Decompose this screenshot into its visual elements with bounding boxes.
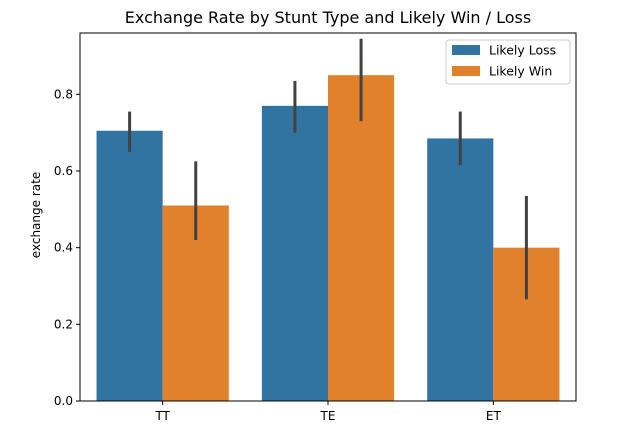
legend-label: Likely Loss	[489, 43, 556, 58]
chart-title: Exchange Rate by Stunt Type and Likely W…	[125, 8, 531, 27]
y-axis-label: exchange rate	[29, 172, 43, 258]
legend-swatch	[452, 66, 480, 76]
x-tick-label: TT	[154, 409, 170, 423]
y-axis: 0.0 0.2 0.4 0.6 0.8	[54, 87, 80, 408]
y-tick-label: 0.4	[54, 241, 73, 255]
y-tick-label: 0.8	[54, 87, 73, 101]
legend: Likely Loss Likely Win	[445, 39, 571, 85]
legend-swatch	[452, 45, 480, 55]
bar-likely-loss-tt	[96, 130, 163, 401]
bars-group	[96, 75, 560, 402]
y-tick-label: 0.0	[54, 394, 73, 408]
bar-likely-loss-et	[427, 138, 494, 401]
bar-likely-loss-te	[261, 105, 328, 401]
y-tick-label: 0.2	[54, 317, 73, 331]
errorbars-group	[128, 38, 528, 300]
x-tick-label: TE	[320, 409, 336, 423]
y-tick-label: 0.6	[54, 164, 73, 178]
legend-label: Likely Win	[489, 64, 552, 79]
x-axis: TT TE ET	[154, 401, 501, 423]
bar-likely-win-te	[328, 75, 395, 402]
x-tick-label: ET	[486, 409, 502, 423]
